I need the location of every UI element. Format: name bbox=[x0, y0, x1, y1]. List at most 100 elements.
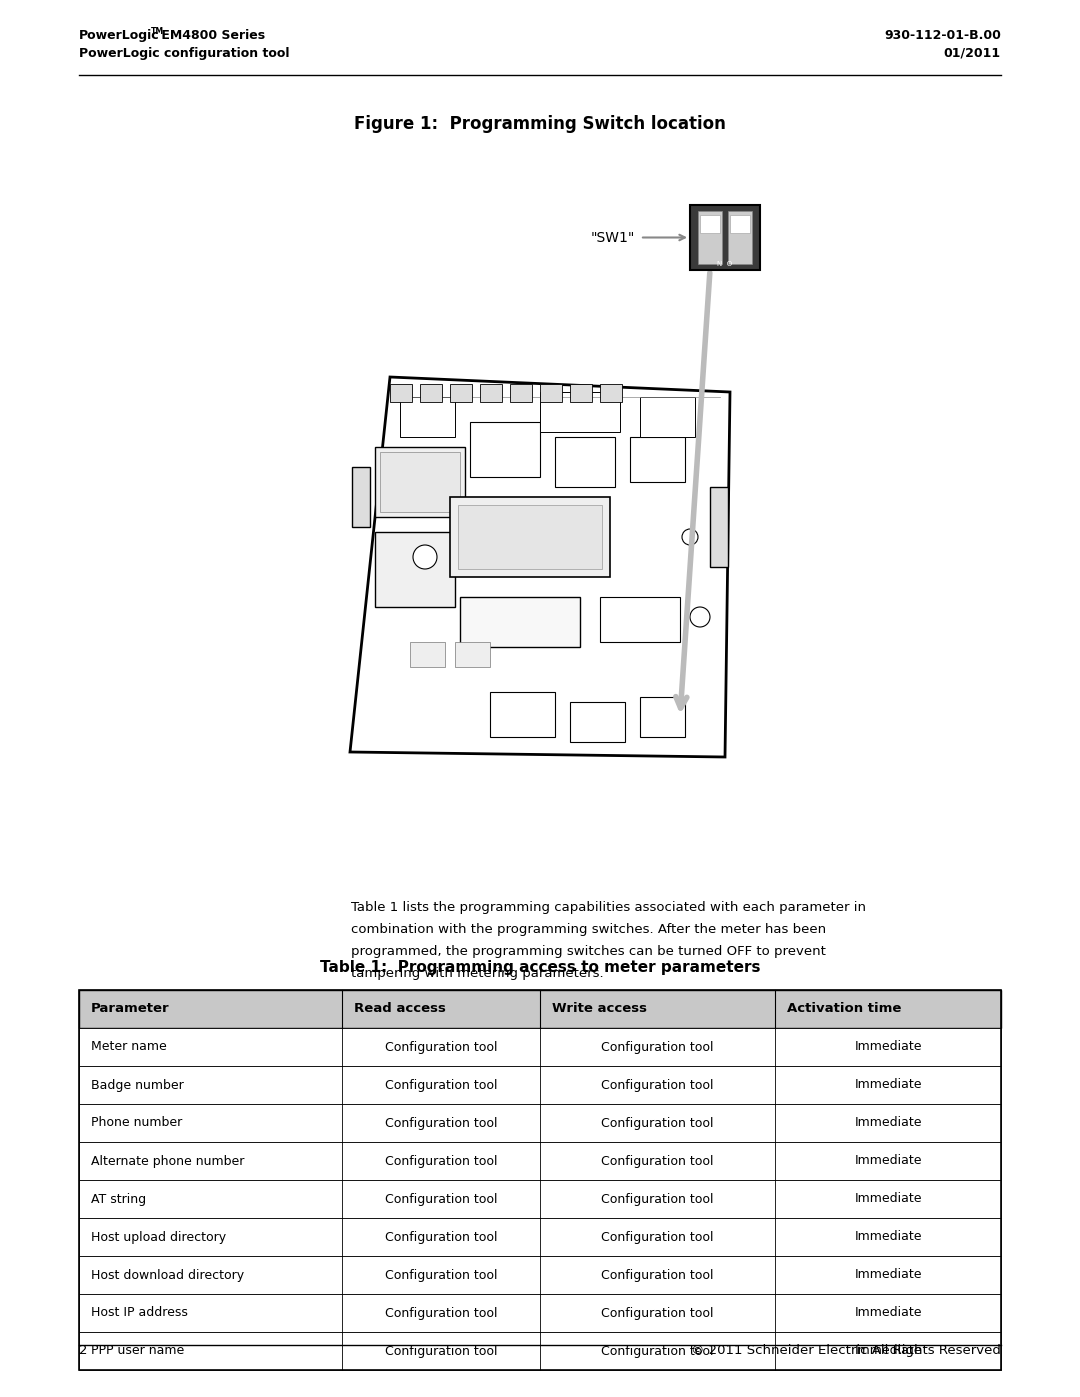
Text: Immediate: Immediate bbox=[854, 1078, 922, 1091]
Polygon shape bbox=[350, 377, 730, 757]
Text: 930-112-01-B.00: 930-112-01-B.00 bbox=[885, 29, 1001, 42]
Bar bbox=[710, 488, 728, 567]
Bar bbox=[730, 215, 750, 233]
Text: Configuration tool: Configuration tool bbox=[602, 1078, 714, 1091]
Bar bbox=[455, 643, 490, 666]
Text: Immediate: Immediate bbox=[854, 1154, 922, 1168]
Text: Immediate: Immediate bbox=[854, 1268, 922, 1281]
Bar bbox=[375, 447, 465, 517]
Bar bbox=[79, 1256, 1001, 1294]
Bar bbox=[380, 453, 460, 511]
Text: Immediate: Immediate bbox=[854, 1193, 922, 1206]
Circle shape bbox=[413, 545, 437, 569]
Text: Alternate phone number: Alternate phone number bbox=[91, 1154, 244, 1168]
Text: N  O: N O bbox=[717, 261, 732, 267]
Bar bbox=[375, 532, 455, 608]
Bar bbox=[600, 597, 680, 643]
Bar bbox=[450, 497, 610, 577]
Bar bbox=[400, 397, 455, 437]
Text: 2: 2 bbox=[79, 1344, 87, 1356]
Bar bbox=[640, 397, 696, 437]
Text: Configuration tool: Configuration tool bbox=[384, 1154, 497, 1168]
Text: Table 1 lists the programming capabilities associated with each parameter in: Table 1 lists the programming capabiliti… bbox=[351, 901, 866, 914]
Text: Immediate: Immediate bbox=[854, 1344, 922, 1358]
Bar bbox=[79, 1141, 1001, 1180]
Text: Activation time: Activation time bbox=[787, 1003, 902, 1016]
Text: programmed, the programming switches can be turned OFF to prevent: programmed, the programming switches can… bbox=[351, 944, 826, 958]
Text: Configuration tool: Configuration tool bbox=[384, 1231, 497, 1243]
Text: Configuration tool: Configuration tool bbox=[602, 1116, 714, 1130]
Text: TM: TM bbox=[151, 27, 164, 36]
Text: Immediate: Immediate bbox=[854, 1306, 922, 1320]
Bar bbox=[510, 384, 532, 402]
Bar bbox=[79, 990, 1001, 1028]
Bar bbox=[700, 215, 720, 233]
Bar bbox=[555, 437, 615, 488]
Text: Configuration tool: Configuration tool bbox=[602, 1306, 714, 1320]
Bar bbox=[79, 1331, 1001, 1370]
Text: Table 1:  Programming access to meter parameters: Table 1: Programming access to meter par… bbox=[320, 960, 760, 975]
Text: Host IP address: Host IP address bbox=[91, 1306, 188, 1320]
Text: Configuration tool: Configuration tool bbox=[602, 1231, 714, 1243]
Bar bbox=[79, 1218, 1001, 1256]
Bar bbox=[540, 393, 620, 432]
Text: 01/2011: 01/2011 bbox=[944, 47, 1001, 60]
Text: Configuration tool: Configuration tool bbox=[602, 1344, 714, 1358]
Bar bbox=[640, 697, 685, 738]
Bar bbox=[79, 1066, 1001, 1104]
Bar bbox=[420, 384, 442, 402]
Text: PowerLogic configuration tool: PowerLogic configuration tool bbox=[79, 47, 289, 60]
Text: Write access: Write access bbox=[552, 1003, 647, 1016]
Text: Badge number: Badge number bbox=[91, 1078, 184, 1091]
Text: combination with the programming switches. After the meter has been: combination with the programming switche… bbox=[351, 923, 826, 936]
Text: Configuration tool: Configuration tool bbox=[384, 1078, 497, 1091]
Text: Configuration tool: Configuration tool bbox=[602, 1041, 714, 1053]
Bar bbox=[79, 1104, 1001, 1141]
Bar bbox=[390, 384, 411, 402]
Bar bbox=[410, 643, 445, 666]
Text: Meter name: Meter name bbox=[91, 1041, 166, 1053]
Text: Configuration tool: Configuration tool bbox=[384, 1306, 497, 1320]
Text: Immediate: Immediate bbox=[854, 1041, 922, 1053]
Text: Configuration tool: Configuration tool bbox=[384, 1344, 497, 1358]
Bar bbox=[570, 384, 592, 402]
Bar bbox=[470, 422, 540, 476]
Bar bbox=[480, 384, 502, 402]
Text: © 2011 Schneider Electric All Rights Reserved: © 2011 Schneider Electric All Rights Res… bbox=[691, 1344, 1001, 1356]
Text: PPP user name: PPP user name bbox=[91, 1344, 184, 1358]
Bar bbox=[450, 384, 472, 402]
Text: Host upload directory: Host upload directory bbox=[91, 1231, 226, 1243]
Text: tampering with metering parameters.: tampering with metering parameters. bbox=[351, 967, 604, 981]
Bar bbox=[352, 467, 370, 527]
Text: Configuration tool: Configuration tool bbox=[602, 1268, 714, 1281]
Text: Configuration tool: Configuration tool bbox=[384, 1268, 497, 1281]
Bar bbox=[728, 211, 752, 264]
Text: Immediate: Immediate bbox=[854, 1231, 922, 1243]
Text: Read access: Read access bbox=[354, 1003, 446, 1016]
Bar bbox=[570, 703, 625, 742]
Bar bbox=[460, 597, 580, 647]
Bar bbox=[690, 205, 760, 270]
Bar bbox=[79, 990, 1001, 1370]
Text: Configuration tool: Configuration tool bbox=[384, 1041, 497, 1053]
Text: Configuration tool: Configuration tool bbox=[602, 1193, 714, 1206]
Text: Configuration tool: Configuration tool bbox=[602, 1154, 714, 1168]
Text: Configuration tool: Configuration tool bbox=[384, 1116, 497, 1130]
Circle shape bbox=[681, 529, 698, 545]
Text: Phone number: Phone number bbox=[91, 1116, 183, 1130]
Bar bbox=[79, 1294, 1001, 1331]
Text: PowerLogic: PowerLogic bbox=[79, 29, 160, 42]
Text: Immediate: Immediate bbox=[854, 1116, 922, 1130]
Bar bbox=[79, 1180, 1001, 1218]
Text: Figure 1:  Programming Switch location: Figure 1: Programming Switch location bbox=[354, 115, 726, 133]
Bar bbox=[79, 1028, 1001, 1066]
Text: Parameter: Parameter bbox=[91, 1003, 170, 1016]
Text: Configuration tool: Configuration tool bbox=[384, 1193, 497, 1206]
Text: AT string: AT string bbox=[91, 1193, 146, 1206]
Bar bbox=[540, 384, 562, 402]
Circle shape bbox=[690, 608, 710, 627]
Bar bbox=[600, 384, 622, 402]
Text: Host download directory: Host download directory bbox=[91, 1268, 244, 1281]
Bar bbox=[630, 437, 685, 482]
Text: "SW1": "SW1" bbox=[591, 231, 635, 244]
